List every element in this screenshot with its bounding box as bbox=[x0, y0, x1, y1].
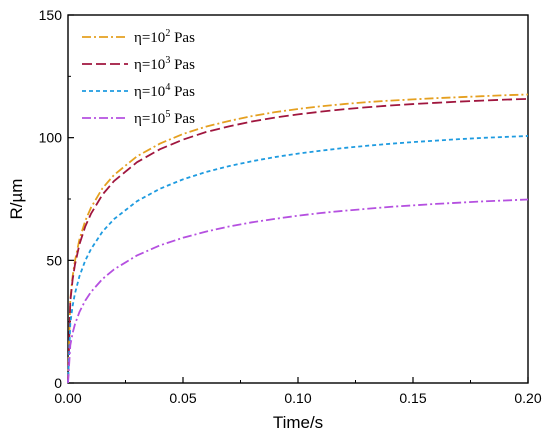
legend-label-4: η=105 Pas bbox=[134, 109, 195, 127]
legend-label-unit: Pas bbox=[170, 57, 195, 73]
legend-label-exponent: 3 bbox=[165, 55, 170, 66]
legend-label-exponent: 2 bbox=[165, 28, 170, 39]
legend-label-3: η=104 Pas bbox=[134, 82, 195, 100]
legend-label-base: η=10 bbox=[134, 84, 165, 100]
series-line-1 bbox=[67, 93, 529, 384]
x-tick-label: 0.15 bbox=[399, 390, 426, 406]
y-axis-ticks: 0 50 100 150 bbox=[39, 7, 74, 391]
legend-label-exponent: 5 bbox=[165, 109, 170, 120]
legend-label-unit: Pas bbox=[170, 111, 195, 127]
x-tick-label: 0.00 bbox=[54, 390, 81, 406]
legend-label-exponent: 4 bbox=[165, 82, 170, 93]
x-axis-title: Time/s bbox=[273, 413, 323, 432]
legend-label-unit: Pas bbox=[170, 30, 195, 46]
y-axis-title: R/µm bbox=[7, 179, 26, 220]
x-tick-label: 0.20 bbox=[514, 390, 541, 406]
legend-label-base: η=10 bbox=[134, 30, 165, 46]
legend-label-1: η=102 Pas bbox=[134, 28, 195, 46]
y-tick-label: 0 bbox=[54, 375, 62, 391]
series-line-2 bbox=[67, 98, 529, 384]
series-line-4 bbox=[67, 198, 529, 384]
legend-label-base: η=10 bbox=[134, 111, 165, 127]
series-layer bbox=[67, 93, 529, 384]
x-tick-label: 0.05 bbox=[169, 390, 196, 406]
legend-label-2: η=103 Pas bbox=[134, 55, 195, 73]
y-tick-label: 150 bbox=[39, 7, 63, 23]
y-tick-label: 50 bbox=[46, 252, 62, 268]
series-line-3 bbox=[67, 135, 529, 384]
legend-label-unit: Pas bbox=[170, 84, 195, 100]
legend-label-base: η=10 bbox=[134, 57, 165, 73]
y-tick-label: 100 bbox=[39, 130, 63, 146]
x-axis-ticks: 0.00 0.05 0.10 0.15 0.20 bbox=[54, 377, 542, 406]
x-tick-label: 0.10 bbox=[284, 390, 311, 406]
